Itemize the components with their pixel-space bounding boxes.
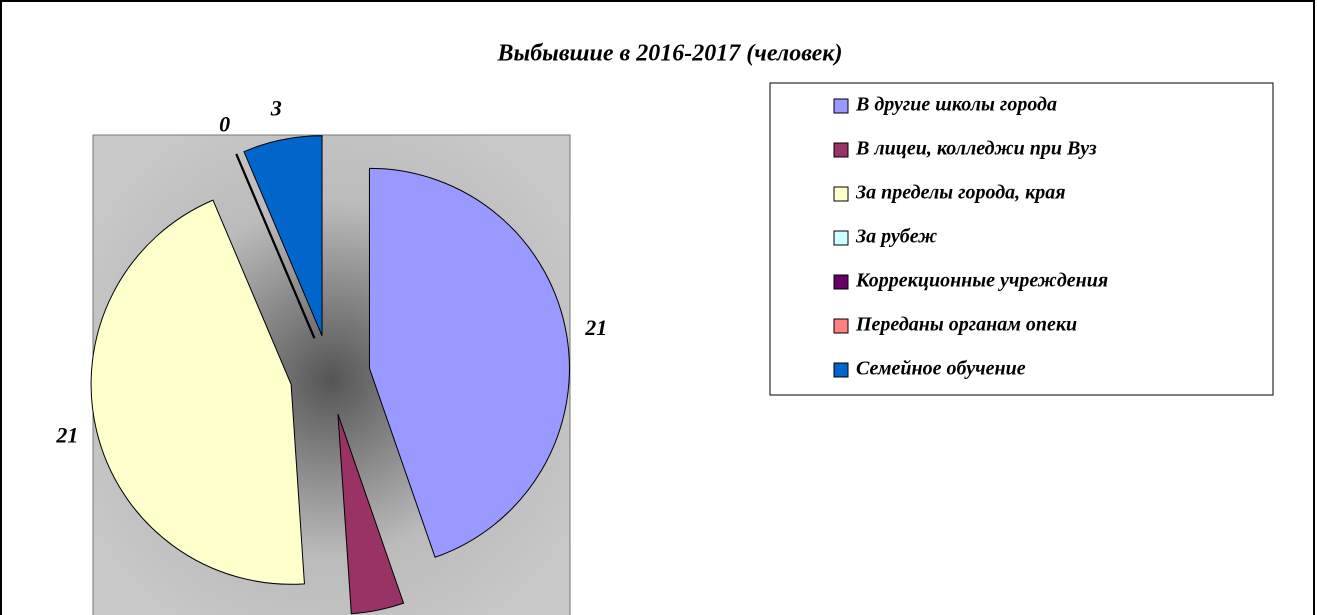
- legend-swatch: [833, 98, 849, 114]
- legend-swatch: [833, 142, 849, 158]
- data-label: 3: [270, 95, 282, 120]
- legend: [769, 82, 1274, 396]
- legend-swatch: [833, 230, 849, 246]
- slice: [90, 199, 305, 585]
- legend-swatch: [833, 274, 849, 290]
- slice: [368, 167, 570, 558]
- legend-label: В лицеи, колледжи при Вуз: [855, 138, 1097, 160]
- slice: [337, 414, 405, 615]
- legend-swatch: [833, 318, 849, 334]
- legend-label: Коррекционные учреждения: [855, 270, 1108, 292]
- legend-label: За рубеж: [855, 226, 937, 248]
- data-label: 0: [219, 111, 230, 136]
- chart-title: Выбывшие в 2016-2017 (человек): [497, 41, 843, 67]
- legend-label: В другие школы города: [855, 94, 1057, 116]
- data-label: 21: [55, 423, 78, 448]
- legend-swatch: [833, 362, 849, 378]
- legend-label: За пределы города, края: [855, 182, 1066, 204]
- slice: [235, 153, 316, 339]
- legend-label: Семейное обучение: [856, 358, 1026, 380]
- legend-label: Переданы органам опеки: [855, 314, 1077, 336]
- legend-swatch: [833, 186, 849, 202]
- slice: [243, 135, 323, 336]
- data-label: 21: [584, 315, 607, 340]
